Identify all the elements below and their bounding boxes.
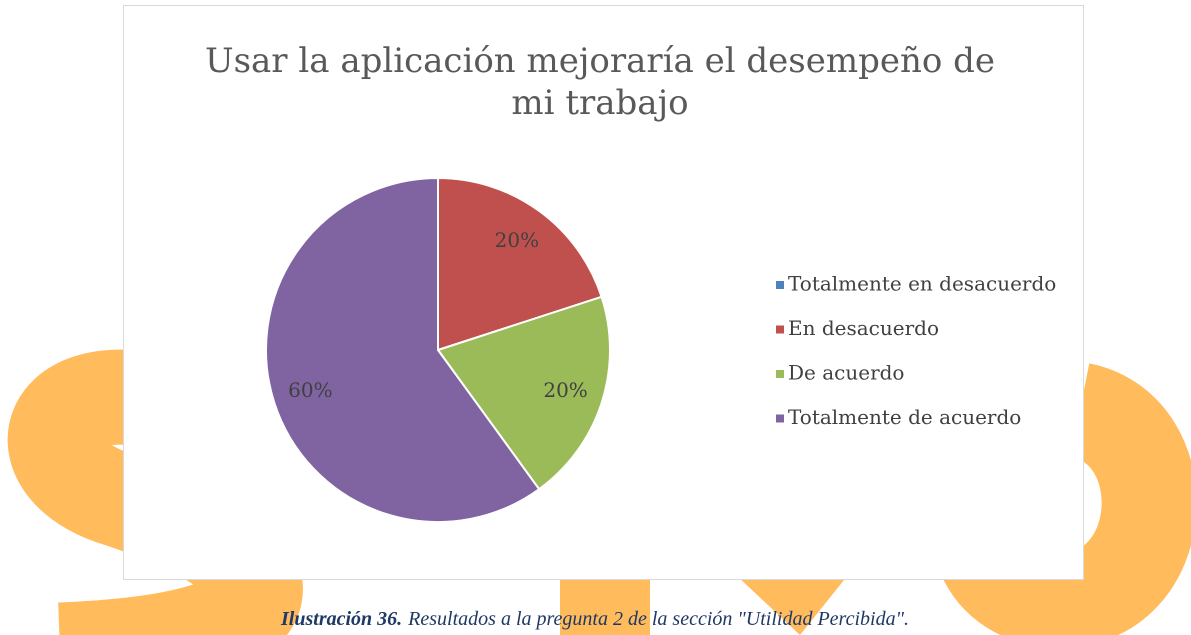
legend-swatch [776,414,784,423]
title-line: mi trabajo [511,83,688,123]
pie-slice [436,295,611,491]
pie-slice [437,176,603,352]
data-label: 20% [543,378,587,402]
legend-label: Totalmente en desacuerdo [788,272,1056,296]
legend: Totalmente en desacuerdo En desacuerdo De … [776,272,1056,429]
legend-label: Totalmente de acuerdo [788,405,1021,429]
pie-slice [265,176,541,523]
pie: 20% 20% 60% [265,176,611,523]
chart-title: Usar la aplicación mejoraría el desempeñ… [205,41,995,123]
caption-label: Ilustración 36. [280,608,402,630]
legend-label: En desacuerdo [788,316,939,340]
title-line: Usar la aplicación mejoraría el desempeñ… [205,41,995,81]
legend-label: De acuerdo [788,361,904,385]
caption: Ilustración 36. Resultados a la pregunta … [280,608,909,630]
data-label: 20% [495,228,539,252]
legend-swatch [776,325,784,334]
caption-text: Resultados a la pregunta 2 de la sección… [407,608,909,630]
legend-swatch [776,370,784,378]
data-label: 60% [288,378,332,402]
legend-swatch [776,281,784,289]
